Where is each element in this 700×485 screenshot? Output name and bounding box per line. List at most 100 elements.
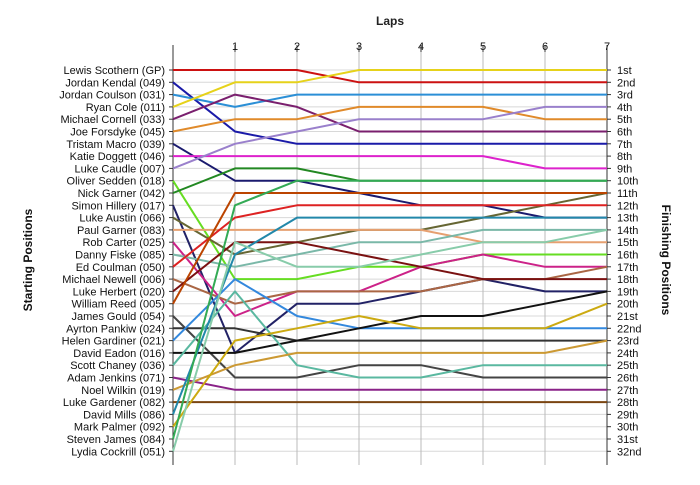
finishing-position-label: 9th — [617, 163, 632, 175]
driver-label: Joe Forsdyke (045) — [70, 127, 165, 139]
finishing-position-label: 21st — [617, 311, 638, 323]
finishing-position-label: 1st — [617, 65, 632, 77]
finishing-position-label: 31st — [617, 434, 638, 446]
driver-position-line — [172, 302, 608, 428]
driver-label: William Reed (005) — [71, 299, 165, 311]
driver-position-line — [172, 315, 607, 379]
driver-position-line — [172, 105, 607, 133]
finishing-position-label: 29th — [617, 409, 638, 421]
driver-label: Lydia Cockrill (051) — [71, 446, 165, 458]
driver-position-line — [172, 290, 607, 379]
driver-position-line — [172, 142, 607, 219]
driver-label: Luke Austin (066) — [79, 213, 165, 225]
finishing-position-label: 12th — [617, 200, 638, 212]
driver-label: Michael Newell (006) — [62, 274, 165, 286]
finishing-position-label: 26th — [617, 373, 638, 385]
driver-label: Scott Chaney (036) — [70, 360, 165, 372]
driver-label: Oliver Sedden (018) — [67, 176, 165, 188]
y-axis-title-left: Starting Positions — [21, 208, 35, 311]
finishing-position-label: 32nd — [617, 446, 641, 458]
finishing-position-label: 16th — [617, 250, 638, 262]
lap-label: 2 — [294, 41, 300, 53]
finishing-position-label: 25th — [617, 360, 638, 372]
finishing-position-label: 8th — [617, 151, 632, 163]
driver-position-line — [172, 241, 607, 317]
driver-position-line — [172, 81, 607, 145]
driver-label: Luke Herbert (020) — [73, 286, 165, 298]
driver-label: Ayrton Pankiw (024) — [66, 323, 165, 335]
finishing-position-label: 15th — [617, 237, 638, 249]
finishing-position-label: 24th — [617, 348, 638, 360]
driver-label: Ed Coulman (050) — [76, 262, 165, 274]
lap-label: 6 — [542, 41, 548, 53]
driver-position-line — [173, 228, 607, 244]
finishing-position-label: 19th — [617, 286, 638, 298]
driver-position-line — [172, 204, 607, 268]
finishing-position-label: 18th — [617, 274, 638, 286]
driver-position-line — [173, 69, 607, 84]
driver-label: Simon Hillery (017) — [71, 200, 165, 212]
driver-label: Luke Caudle (007) — [74, 163, 165, 175]
finishing-position-label: 14th — [617, 225, 638, 237]
driver-label: Rob Carter (025) — [82, 237, 165, 249]
lap-label: 1 — [232, 41, 238, 53]
finishing-position-label: 22nd — [617, 323, 641, 335]
driver-label: Steven James (084) — [67, 434, 165, 446]
y-axis-title-right: Finishing Positions — [659, 205, 673, 316]
finishing-position-label: 3rd — [617, 90, 633, 102]
driver-position-line — [172, 180, 607, 281]
driver-position-line — [172, 192, 607, 305]
finishing-position-label: 28th — [617, 397, 638, 409]
driver-label: Helen Gardiner (021) — [62, 336, 165, 348]
driver-label: Noel Wilkin (019) — [81, 385, 165, 397]
finishing-position-label: 23rd — [617, 336, 639, 348]
driver-position-line — [172, 376, 607, 391]
lap-labels: 1 2 3 4 5 6 7 — [232, 41, 610, 53]
driver-position-line — [172, 228, 607, 268]
driver-label: Mark Palmer (092) — [74, 422, 165, 434]
driver-position-line — [172, 179, 607, 440]
finishing-position-label: 10th — [617, 176, 638, 188]
finishing-position-label: 27th — [617, 385, 638, 397]
driver-label: Danny Fiske (085) — [75, 250, 165, 262]
driver-label: Luke Gardener (082) — [63, 397, 165, 409]
driver-label: Michael Cornell (033) — [60, 114, 165, 126]
driver-position-line — [172, 192, 608, 256]
lap-label: 3 — [356, 41, 362, 53]
finishing-position-label: 11th — [617, 188, 638, 200]
finishing-position-label: 6th — [617, 127, 632, 139]
driver-label: James Gould (054) — [71, 311, 165, 323]
finishing-position-label: 20th — [617, 299, 638, 311]
driver-label: David Mills (086) — [83, 409, 165, 421]
finishing-position-labels: 1st2nd3rd4th5th6th7th8th9th10th11th12th1… — [617, 65, 641, 458]
driver-label: Lewis Scothern (GP) — [64, 65, 165, 77]
lap-label: 5 — [480, 41, 486, 53]
driver-label: Katie Doggett (046) — [70, 151, 165, 163]
lap-label: 7 — [604, 41, 610, 53]
driver-position-line — [172, 93, 607, 108]
driver-position-line — [172, 69, 607, 108]
finishing-position-label: 17th — [617, 262, 638, 274]
driver-position-line — [172, 216, 607, 415]
driver-position-line — [172, 339, 608, 391]
driver-label: Nick Garner (042) — [78, 188, 165, 200]
driver-position-line — [173, 327, 607, 342]
driver-position-line — [172, 93, 607, 133]
driver-label: Adam Jenkins (071) — [67, 373, 165, 385]
lap-label: 4 — [418, 41, 424, 53]
finishing-position-label: 7th — [617, 139, 632, 151]
driver-label: Paul Garner (083) — [77, 225, 165, 237]
driver-label: Jordan Kendal (049) — [65, 77, 165, 89]
driver-position-line — [172, 278, 607, 342]
chart-title: Laps — [376, 14, 404, 28]
driver-position-line — [172, 228, 608, 452]
finishing-position-label: 5th — [617, 114, 632, 126]
driver-label: Ryan Cole (011) — [86, 102, 165, 114]
starting-position-labels: Lewis Scothern (GP)Jordan Kendal (049) Jo… — [59, 65, 165, 458]
finishing-position-label: 2nd — [617, 77, 635, 89]
driver-position-line — [173, 155, 607, 170]
finishing-position-label: 30th — [617, 422, 638, 434]
series-lines — [172, 69, 608, 452]
